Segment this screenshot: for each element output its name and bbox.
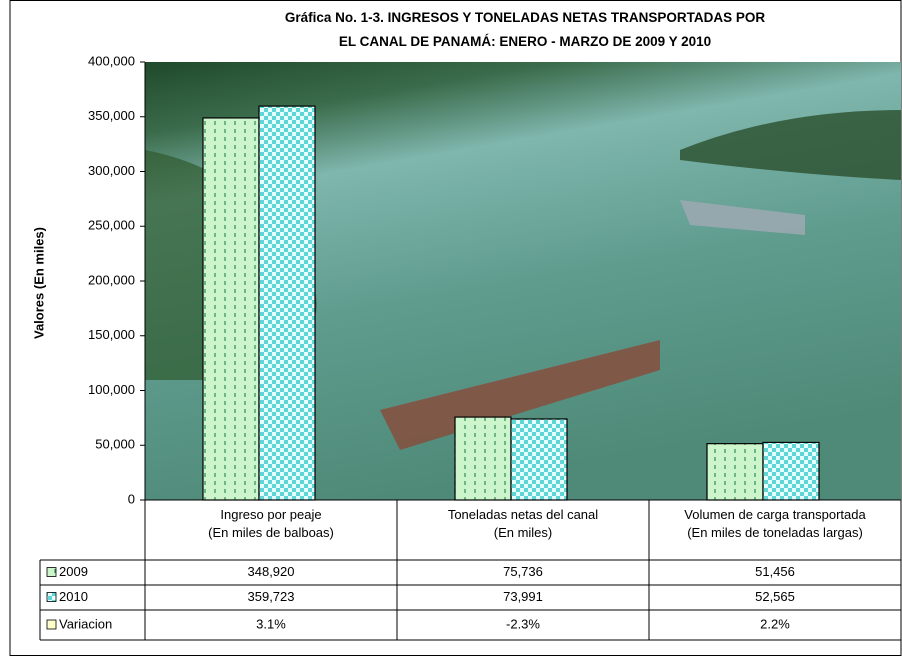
y-tick-label: 400,000 [88, 53, 135, 68]
legend-marker [46, 619, 57, 630]
chart-title: Gráfica No. 1-3. INGRESOS Y TONELADAS NE… [284, 10, 766, 49]
bar [454, 416, 512, 501]
legend-label: 2009 [59, 564, 88, 579]
photo-ship [380, 340, 660, 450]
bar [202, 117, 260, 501]
table-cell: 75,736 [503, 564, 543, 579]
table-cell: 2.2% [760, 616, 790, 631]
table-cell: 359,723 [248, 589, 295, 604]
table-cell: 348,920 [248, 564, 295, 579]
legend-marker [46, 567, 57, 577]
x-tick-label: Toneladas netas del canal (En miles) [447, 507, 599, 540]
y-tick-label: 50,000 [95, 437, 135, 452]
table-cell: 3.1% [256, 616, 286, 631]
table-cell: 51,456 [755, 564, 795, 579]
photo-ship [680, 200, 805, 235]
x-tick-label: Volumen de carga transportada (En miles … [684, 507, 866, 540]
y-tick-label: 0 [128, 491, 135, 506]
y-axis-label: Valores (En miles) [31, 227, 46, 339]
legend-marker [46, 592, 57, 602]
photo-island [680, 110, 901, 180]
y-tick-label: 350,000 [88, 108, 135, 123]
bar [510, 418, 568, 501]
x-tick-label: Ingreso por peaje (En miles de balboas) [208, 507, 334, 540]
y-tick-label: 100,000 [88, 382, 135, 397]
bar [762, 441, 820, 501]
table-cell: 73,991 [503, 589, 543, 604]
legend-label: Variacion [59, 616, 112, 631]
table-cell: 52,565 [755, 589, 795, 604]
y-tick-label: 150,000 [88, 327, 135, 342]
table-cell: -2.3% [506, 616, 540, 631]
bar [706, 443, 764, 501]
y-tick-label: 200,000 [88, 272, 135, 287]
y-tick-label: 250,000 [88, 218, 135, 233]
legend-label: 2010 [59, 589, 88, 604]
y-tick-label: 300,000 [88, 163, 135, 178]
bar [258, 105, 316, 501]
